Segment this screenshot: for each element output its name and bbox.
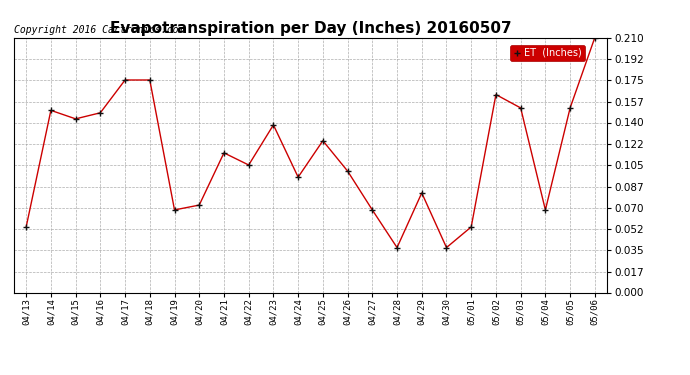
ET  (Inches) [244,163,253,167]
ET  (Inches) [344,169,352,173]
ET  (Inches) [170,208,179,212]
ET  (Inches) [47,108,55,112]
Legend: ET  (Inches): ET (Inches) [511,45,584,61]
ET  (Inches) [121,78,129,82]
Line: ET  (Inches): ET (Inches) [23,35,598,251]
ET  (Inches) [368,208,377,212]
ET  (Inches) [566,106,574,110]
ET  (Inches) [269,123,277,127]
ET  (Inches) [294,175,302,179]
ET  (Inches) [541,208,549,212]
ET  (Inches) [72,117,80,121]
ET  (Inches) [492,92,500,97]
ET  (Inches) [146,78,154,82]
ET  (Inches) [96,111,104,115]
Text: Copyright 2016 Cartronics.com: Copyright 2016 Cartronics.com [14,25,184,35]
ET  (Inches) [195,203,204,207]
ET  (Inches) [220,151,228,155]
ET  (Inches) [517,106,525,110]
ET  (Inches) [591,35,599,40]
ET  (Inches) [319,138,327,143]
ET  (Inches) [442,245,451,250]
ET  (Inches) [393,245,401,250]
ET  (Inches) [417,190,426,195]
ET  (Inches) [467,225,475,229]
ET  (Inches) [22,225,30,229]
Title: Evapotranspiration per Day (Inches) 20160507: Evapotranspiration per Day (Inches) 2016… [110,21,511,36]
